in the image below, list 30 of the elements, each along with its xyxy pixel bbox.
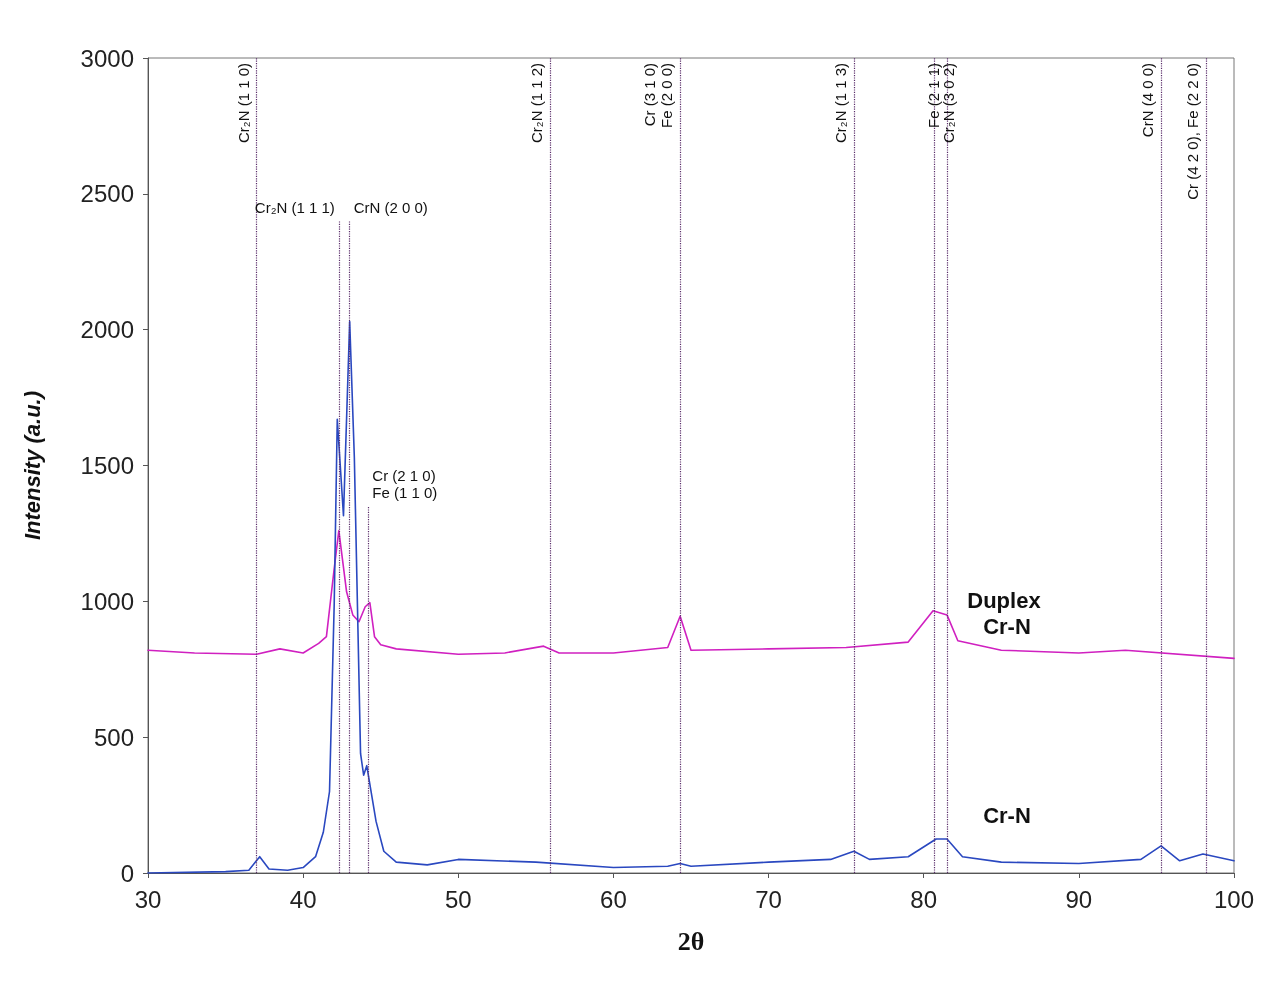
- x-tick-label: 30: [134, 885, 162, 913]
- x-tick-label: 70: [755, 885, 782, 913]
- x-tick-label: 40: [289, 885, 317, 913]
- y-tick-label: 2000: [80, 316, 134, 344]
- y-tick-label: 2500: [80, 180, 134, 208]
- x-tick-label: 90: [1065, 885, 1093, 913]
- y-tick-label: 0: [120, 859, 134, 887]
- x-tick-label: 100: [1213, 885, 1255, 913]
- y-tick-label: 1500: [80, 452, 134, 479]
- y-tick-label: 1000: [80, 587, 134, 615]
- x-tick-label: 80: [910, 885, 938, 913]
- ref-line-label: Cr₂N (1 1 2): [527, 63, 545, 144]
- series-label: Cr-N: [983, 803, 1031, 829]
- ref-line-label: Fe (2 1 1): [924, 63, 942, 129]
- ref-line-label: CrN (2 0 0): [353, 199, 428, 216]
- series-label: Duplex Cr-N: [967, 587, 1047, 639]
- ref-line-label: Cr₂N (1 1 3): [831, 63, 849, 144]
- x-axis-title: 2θ: [677, 926, 705, 956]
- y-axis-title: Intensity (a.u.): [19, 390, 45, 541]
- ref-line-label: Cr₂N (1 1 1): [254, 199, 335, 216]
- y-tick-label: 3000: [80, 44, 134, 72]
- ref-line-label: Cr (4 2 0), Fe (2 2 0): [1184, 63, 1202, 200]
- x-tick-label: 60: [600, 885, 627, 913]
- ref-line-label: Cr₂N (1 1 0): [234, 63, 252, 144]
- x-tick-label: 50: [444, 885, 472, 913]
- y-tick-label: 500: [93, 723, 134, 751]
- ref-line-label: CrN (4 0 0): [1139, 63, 1157, 138]
- ref-line-label: Cr (3 1 0) Fe (2 0 0): [641, 63, 676, 129]
- ref-line-label: Cr (2 1 0) Fe (1 1 0): [372, 467, 438, 502]
- line-series: [147, 529, 1235, 660]
